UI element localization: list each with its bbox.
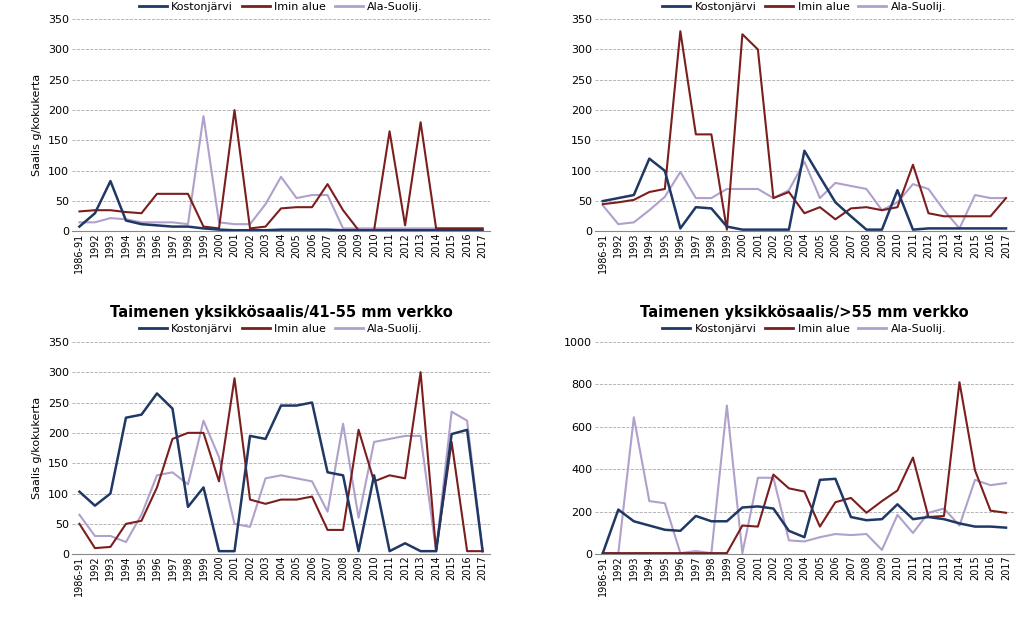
- Title: Taimenen yksikkösaalis/41-55 mm verkko: Taimenen yksikkösaalis/41-55 mm verkko: [110, 305, 453, 320]
- Legend: Kostonjärvi, Imin alue, Ala-Suolij.: Kostonjärvi, Imin alue, Ala-Suolij.: [135, 0, 427, 16]
- Legend: Kostonjärvi, Imin alue, Ala-Suolij.: Kostonjärvi, Imin alue, Ala-Suolij.: [658, 0, 950, 16]
- Y-axis label: Saalis g/kokukerta: Saalis g/kokukerta: [32, 397, 42, 499]
- Legend: Kostonjärvi, Imin alue, Ala-Suolij.: Kostonjärvi, Imin alue, Ala-Suolij.: [135, 320, 427, 339]
- Title: Taimenen yksikkösaalis/>55 mm verkko: Taimenen yksikkösaalis/>55 mm verkko: [640, 305, 969, 320]
- Y-axis label: Saalis g/kokukerta: Saalis g/kokukerta: [32, 74, 42, 176]
- Legend: Kostonjärvi, Imin alue, Ala-Suolij.: Kostonjärvi, Imin alue, Ala-Suolij.: [658, 320, 950, 339]
